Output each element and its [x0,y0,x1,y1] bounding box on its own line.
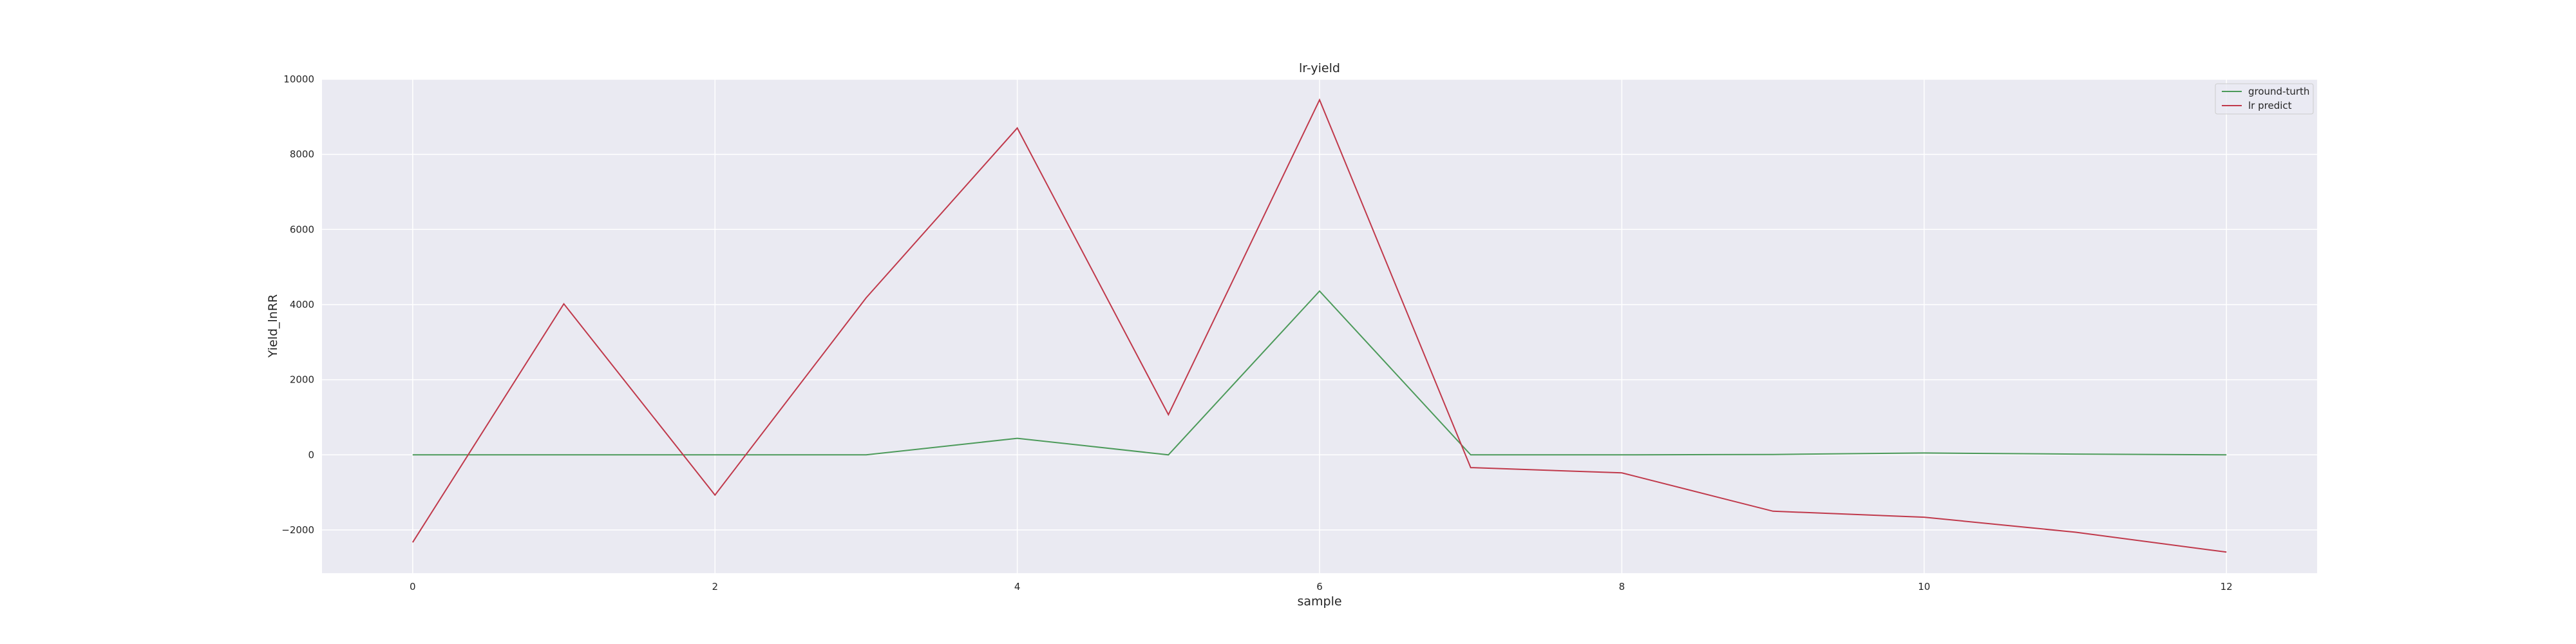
x-axis-label: sample [1297,594,1341,609]
y-tick-label: −2000 [281,524,314,536]
y-tick-labels: −2000 0 2000 4000 6000 8000 10000 [281,73,314,536]
y-tick-label: 4000 [290,299,314,310]
chart-title: lr-yield [1299,61,1340,75]
x-tick-label: 0 [410,581,416,592]
x-tick-label: 6 [1316,581,1323,592]
y-tick-label: 0 [308,449,314,460]
y-tick-label: 10000 [283,73,314,85]
y-tick-label: 6000 [290,223,314,235]
legend: ground-turth lr predict [2215,83,2314,115]
y-axis-label: Yield_lnRR [266,294,280,358]
y-tick-label: 2000 [290,374,314,386]
x-tick-label: 2 [712,581,718,592]
series-lines [412,98,2227,553]
series-line-ground-turth [412,290,2227,456]
legend-label-ground-turth: ground-turth [2248,86,2309,97]
y-tick-label: 8000 [290,149,314,160]
x-tick-label: 12 [2221,581,2233,592]
legend-label-lr-predict: lr predict [2248,100,2292,111]
x-tick-label: 4 [1014,581,1021,592]
x-tick-label: 8 [1619,581,1625,592]
x-tick-labels: 0 2 4 6 8 10 12 [410,581,2233,592]
series-line-lr-predict [412,98,2227,553]
x-tick-label: 10 [1918,581,1930,592]
